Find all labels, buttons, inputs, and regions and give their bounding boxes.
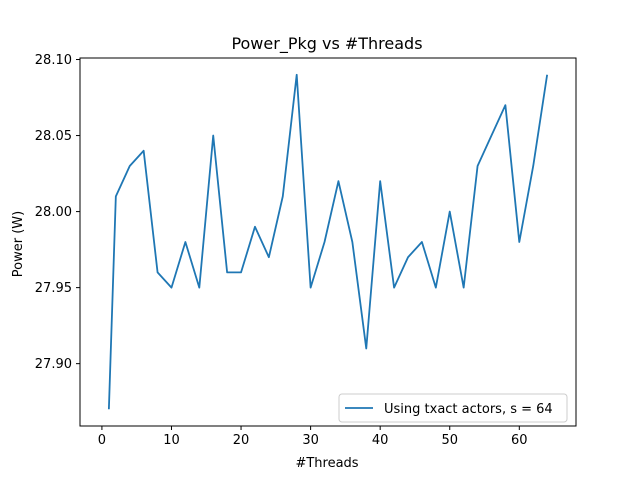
x-axis-title: #Threads (295, 456, 358, 471)
plot-frame (79, 57, 577, 427)
x-tick-label: 40 (372, 433, 389, 448)
chart-title: Power_Pkg vs #Threads (231, 34, 422, 54)
y-tick-label: 28.05 (35, 129, 72, 144)
y-tick-label: 28.00 (35, 205, 72, 220)
y-tick-label: 28.10 (35, 53, 72, 68)
x-tick-label: 10 (163, 433, 180, 448)
x-tick-label: 30 (302, 433, 319, 448)
legend-box (338, 393, 568, 423)
x-tick-label: 0 (98, 433, 106, 448)
y-tick-label: 27.95 (35, 281, 72, 296)
series-line (107, 73, 549, 410)
y-axis: 27.90 27.95 28.00 28.05 28.10 (35, 53, 80, 372)
legend: Using txact actors, s = 64 (338, 393, 568, 423)
x-tick-label: 60 (511, 433, 528, 448)
x-tick-label: 20 (233, 433, 250, 448)
y-axis-title: Power (W) (11, 211, 26, 277)
x-tick-label: 50 (441, 433, 458, 448)
legend-label: Using txact actors, s = 64 (384, 402, 553, 417)
plot-area (79, 57, 577, 427)
y-tick-label: 27.90 (35, 357, 72, 372)
x-axis: 0 10 20 30 40 50 60 (98, 426, 528, 448)
